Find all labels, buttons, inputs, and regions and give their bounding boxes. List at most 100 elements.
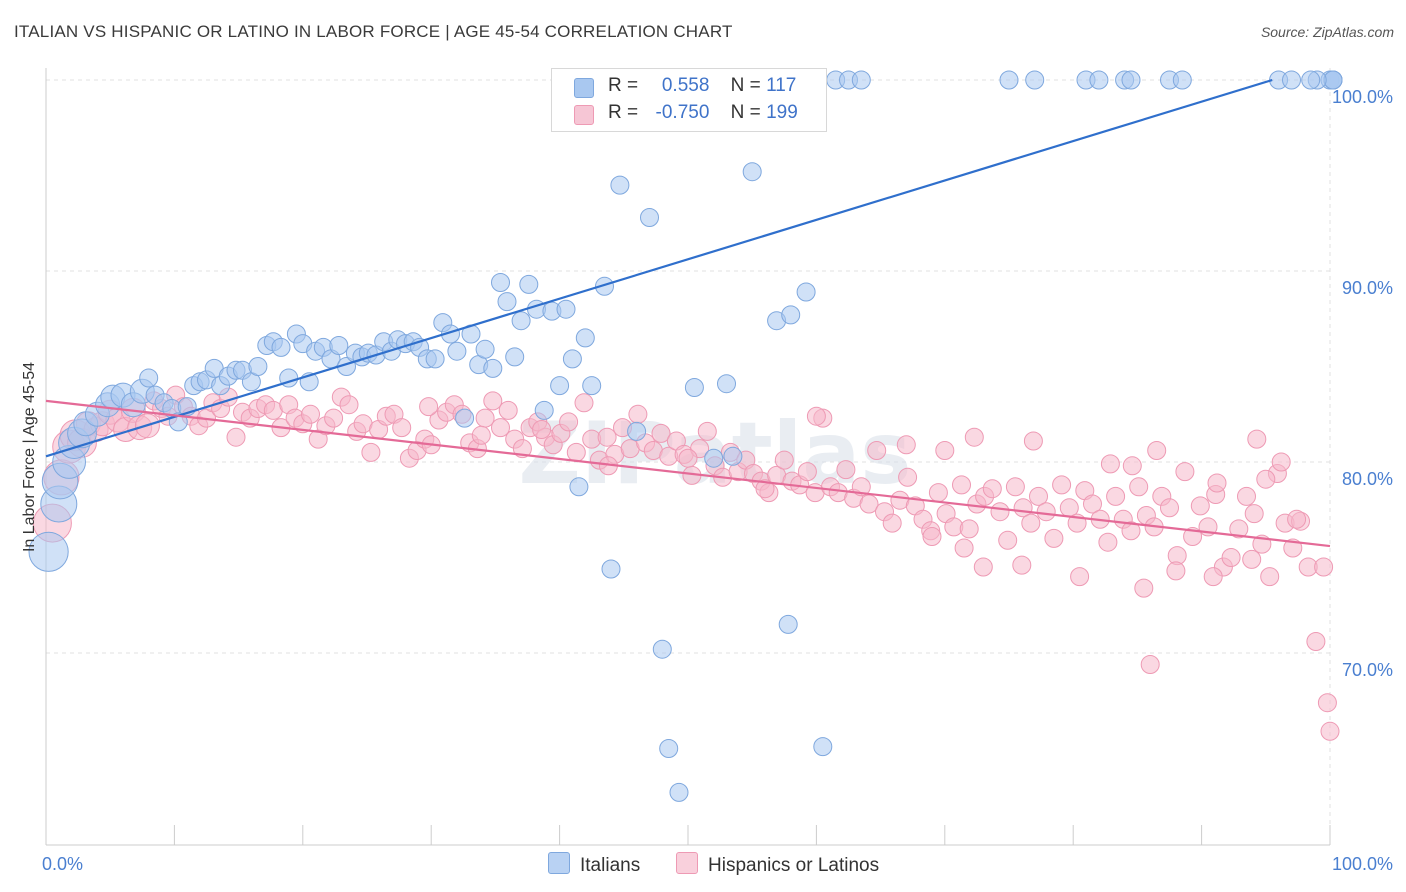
italian-point	[1089, 70, 1109, 90]
italian-point	[329, 336, 349, 355]
hispanics-trend-line	[45, 399, 1331, 548]
hispanic-point	[392, 418, 412, 438]
italian-point	[550, 376, 570, 396]
hispanic-point	[1203, 567, 1223, 587]
hispanic-point	[806, 406, 826, 426]
hispanic-point	[475, 408, 495, 428]
hispanic-point	[1283, 538, 1303, 558]
hispanic-point	[922, 527, 942, 546]
hispanic-point	[651, 423, 671, 443]
italian-point	[595, 276, 614, 296]
hispanic-point	[574, 393, 594, 413]
hispanic-point	[361, 442, 381, 462]
italians-trend-line	[45, 78, 1273, 458]
italian-point	[723, 446, 743, 466]
bottom-legend-italians: Italians	[548, 852, 640, 877]
y-tick-label: 70.0%	[1342, 660, 1393, 680]
italian-point	[575, 328, 595, 348]
hispanic-point	[1036, 502, 1056, 522]
hispanic-point	[1106, 486, 1126, 506]
legend-r-value: -0.750	[655, 102, 710, 123]
hispanic-point	[973, 557, 993, 577]
italian-point	[582, 376, 602, 396]
hispanic-point	[1221, 548, 1241, 567]
hispanic-point	[1021, 513, 1041, 533]
hispanic-point	[774, 450, 794, 470]
italian-point	[475, 339, 495, 359]
legend-r-label: R =	[608, 102, 639, 123]
hispanic-point	[1242, 549, 1262, 569]
italian-point	[851, 70, 871, 90]
italian-point	[669, 782, 689, 802]
italian-point	[1025, 70, 1045, 90]
hispanic-point	[898, 467, 918, 487]
hispanic-point	[1147, 441, 1167, 460]
hispanic-point	[1256, 469, 1276, 489]
hispanic-point	[532, 420, 552, 439]
italian-point	[601, 559, 621, 579]
italian-point	[569, 477, 589, 497]
italian-point	[455, 408, 475, 428]
hispanic-point	[928, 483, 948, 503]
source-label: Source: ZipAtlas.com	[1260, 24, 1394, 40]
italian-point	[778, 614, 798, 634]
hispanic-points	[32, 385, 1340, 741]
x-tick-label-max: 100.0%	[1332, 854, 1393, 874]
italian-point	[562, 349, 582, 369]
hispanic-point	[1229, 519, 1249, 539]
hispanic-point	[1070, 567, 1090, 587]
stats-legend: R = 0.558 N = 117 R = -0.750 N = 199	[551, 68, 827, 132]
hispanic-point	[851, 477, 871, 497]
italian-point	[999, 70, 1019, 90]
italians-legend-swatch	[548, 852, 570, 874]
italian-point	[556, 299, 576, 319]
italian-points	[28, 70, 1343, 802]
hispanic-point	[1122, 456, 1142, 476]
hispanic-point	[301, 404, 320, 424]
italian-point	[534, 400, 554, 420]
hispanic-point	[1306, 632, 1326, 651]
hispanic-point	[324, 408, 344, 428]
italian-point	[519, 274, 539, 294]
hispanic-point	[1134, 578, 1154, 598]
italian-point	[497, 292, 517, 312]
italian-point	[684, 378, 704, 397]
hispanic-point	[952, 475, 971, 495]
hispanic-point	[959, 519, 979, 539]
legend-n-label: N =	[730, 75, 761, 96]
italian-point	[742, 162, 762, 182]
hispanic-point	[498, 400, 518, 420]
hispanic-point	[491, 418, 510, 438]
bottom-legend-hispanics: Hispanics or Latinos	[676, 852, 879, 877]
italian-point	[717, 374, 736, 394]
hispanic-point	[867, 441, 887, 460]
hispanic-point	[339, 395, 359, 415]
hispanic-point	[1083, 494, 1102, 514]
hispanic-point	[678, 448, 698, 468]
italian-point	[505, 347, 525, 367]
hispanic-point	[512, 439, 532, 459]
tick-labels: 70.0% 80.0% 90.0% 100.0% 0.0% 100.0%	[42, 87, 1393, 874]
italian-point	[1121, 70, 1141, 90]
hispanic-point	[1160, 498, 1179, 518]
chart-title: ITALIAN VS HISPANIC OR LATINO IN LABOR F…	[14, 22, 733, 41]
italian-point	[28, 531, 69, 572]
italian-point	[248, 357, 268, 376]
italian-point	[781, 305, 801, 325]
hispanic-point	[954, 538, 974, 558]
hispanic-point	[1100, 454, 1120, 474]
hispanic-point	[882, 513, 902, 533]
italian-point	[483, 358, 503, 378]
hispanic-point	[559, 412, 579, 432]
hispanic-point	[755, 479, 775, 499]
hispanic-point	[1029, 486, 1048, 506]
italian-point	[425, 349, 445, 369]
hispanics-legend-swatch	[676, 852, 698, 874]
hispanic-point	[226, 427, 246, 447]
hispanic-point	[1005, 477, 1025, 497]
hispanic-point	[471, 425, 491, 445]
italians-legend-label: Italians	[580, 855, 641, 876]
hispanic-point	[1237, 486, 1256, 506]
y-tick-label: 80.0%	[1342, 469, 1393, 489]
